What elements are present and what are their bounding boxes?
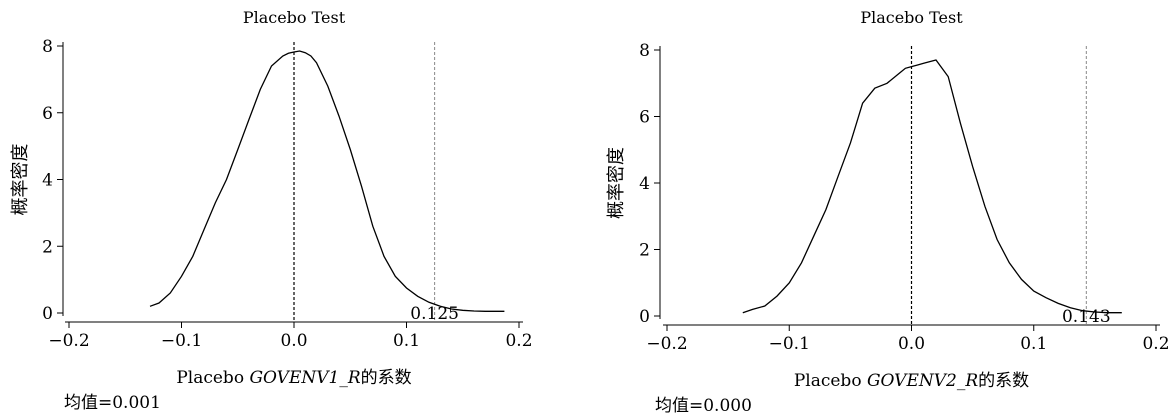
actual-coefficient-label: 0.143 xyxy=(1062,307,1111,327)
y-tick-label: 4 xyxy=(639,174,650,194)
y-tick-label: 6 xyxy=(42,104,53,124)
mean-annotation: 均值=0.001 xyxy=(64,393,161,413)
mean-annotation: 均值=0.000 xyxy=(655,396,752,416)
y-tick-label: 8 xyxy=(42,37,53,57)
x-tick-label: 0.2 xyxy=(505,331,532,351)
chart-panel-2: Placebo Test −0.2 −0.1 0.0 0.1 0.2 0 2 4 6 8 概率密度 Pl… xyxy=(606,8,1170,391)
x-tick-label: 0.0 xyxy=(898,334,925,354)
y-tick-label: 8 xyxy=(639,41,650,61)
y-tick-label: 2 xyxy=(42,237,53,257)
actual-coefficient-label: 0.125 xyxy=(410,304,459,324)
x-tick-label: 0.1 xyxy=(1020,334,1047,354)
x-tick-label: −0.1 xyxy=(769,334,810,354)
chart-title: Placebo Test xyxy=(860,8,963,27)
x-tick-label: 0.2 xyxy=(1142,334,1169,354)
x-axis-label: Placebo GOVENV2_R的系数 xyxy=(794,371,1029,391)
y-axis-label: 概率密度 xyxy=(10,144,31,216)
x-tick-label: −0.1 xyxy=(161,331,202,351)
x-tick-label: 0.1 xyxy=(393,331,420,351)
density-curve xyxy=(742,59,1122,314)
y-tick-label: 2 xyxy=(639,241,650,261)
chart-panel-1: Placebo Test −0.2 −0.1 0.0 0.1 0.2 0 2 4 6 8 概率密度 Pl… xyxy=(10,8,533,388)
chart-title: Placebo Test xyxy=(243,8,346,27)
y-tick-label: 0 xyxy=(639,307,650,327)
density-curve xyxy=(149,50,505,312)
y-tick-label: 6 xyxy=(639,108,650,128)
y-tick-label: 0 xyxy=(42,304,53,324)
x-tick-label: 0.0 xyxy=(280,331,307,351)
x-tick-label: −0.2 xyxy=(646,334,687,354)
y-axis-label: 概率密度 xyxy=(606,147,627,219)
x-axis-label: Placebo GOVENV1_R的系数 xyxy=(176,368,411,388)
y-tick-label: 4 xyxy=(42,171,53,191)
x-tick-label: −0.2 xyxy=(48,331,89,351)
